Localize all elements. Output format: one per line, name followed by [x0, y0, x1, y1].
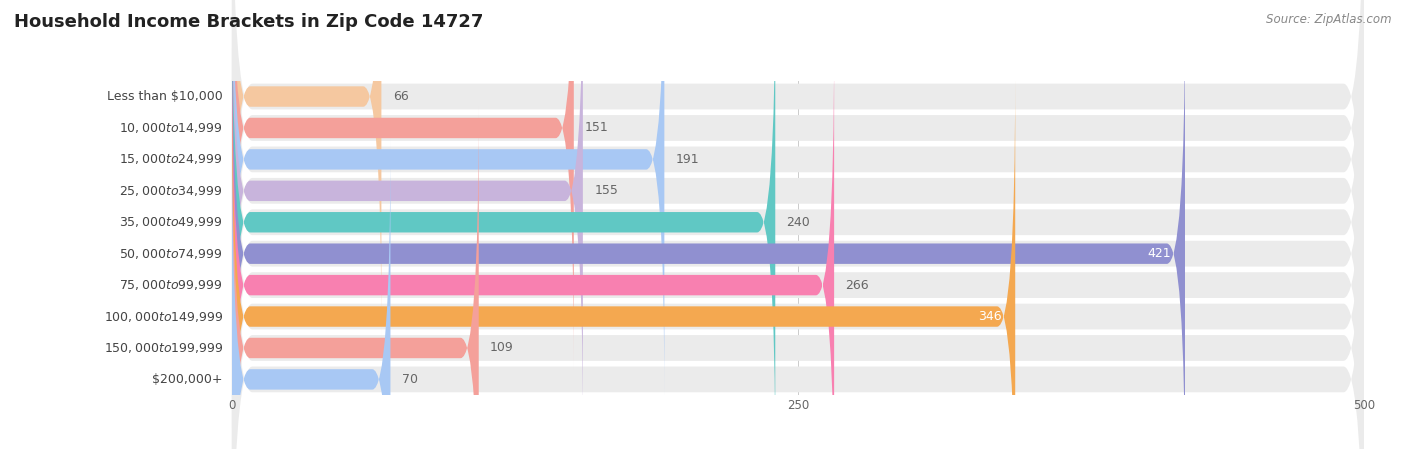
FancyBboxPatch shape — [232, 0, 1364, 398]
Text: 421: 421 — [1147, 247, 1171, 260]
Text: 66: 66 — [392, 90, 409, 103]
Text: 155: 155 — [595, 185, 619, 197]
Text: Less than $10,000: Less than $10,000 — [107, 90, 224, 103]
Text: 346: 346 — [979, 310, 1001, 323]
Text: $75,000 to $99,999: $75,000 to $99,999 — [120, 278, 224, 292]
Text: $15,000 to $24,999: $15,000 to $24,999 — [120, 152, 224, 167]
FancyBboxPatch shape — [232, 75, 1015, 449]
Text: 266: 266 — [845, 279, 869, 291]
FancyBboxPatch shape — [232, 110, 1364, 449]
FancyBboxPatch shape — [232, 13, 1185, 449]
FancyBboxPatch shape — [232, 44, 834, 449]
FancyBboxPatch shape — [232, 0, 1364, 429]
FancyBboxPatch shape — [232, 107, 478, 449]
Text: $35,000 to $49,999: $35,000 to $49,999 — [120, 215, 224, 229]
Text: Household Income Brackets in Zip Code 14727: Household Income Brackets in Zip Code 14… — [14, 13, 484, 31]
Text: $100,000 to $149,999: $100,000 to $149,999 — [104, 309, 224, 324]
FancyBboxPatch shape — [232, 0, 381, 338]
FancyBboxPatch shape — [232, 15, 1364, 449]
Text: $10,000 to $14,999: $10,000 to $14,999 — [120, 121, 224, 135]
Text: 240: 240 — [786, 216, 810, 229]
Text: $25,000 to $34,999: $25,000 to $34,999 — [120, 184, 224, 198]
FancyBboxPatch shape — [232, 47, 1364, 449]
FancyBboxPatch shape — [232, 138, 391, 449]
Text: $150,000 to $199,999: $150,000 to $199,999 — [104, 341, 224, 355]
Text: $200,000+: $200,000+ — [152, 373, 224, 386]
Text: Source: ZipAtlas.com: Source: ZipAtlas.com — [1267, 13, 1392, 26]
FancyBboxPatch shape — [232, 0, 574, 369]
FancyBboxPatch shape — [232, 0, 775, 449]
Text: 151: 151 — [585, 122, 609, 134]
FancyBboxPatch shape — [232, 0, 1364, 449]
FancyBboxPatch shape — [232, 78, 1364, 449]
Text: $50,000 to $74,999: $50,000 to $74,999 — [120, 247, 224, 261]
FancyBboxPatch shape — [232, 0, 583, 432]
FancyBboxPatch shape — [232, 0, 1364, 449]
FancyBboxPatch shape — [232, 0, 665, 401]
Text: 191: 191 — [676, 153, 699, 166]
FancyBboxPatch shape — [232, 0, 1364, 449]
FancyBboxPatch shape — [232, 0, 1364, 366]
Text: 109: 109 — [491, 342, 513, 354]
Text: 70: 70 — [402, 373, 418, 386]
